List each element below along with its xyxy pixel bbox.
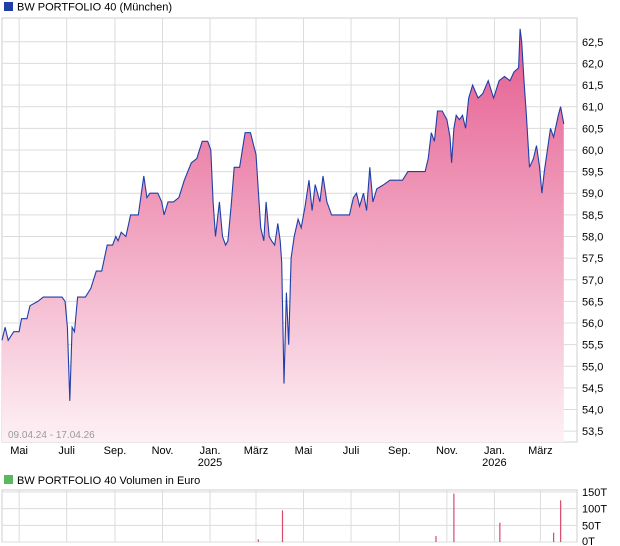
y-tick-label: 58,0 xyxy=(582,231,603,243)
x-tick-label: Nov. xyxy=(152,445,174,457)
y-tick-label: 59,5 xyxy=(582,167,603,179)
x-tick-label: Mai xyxy=(10,445,28,457)
volume-chart-title: BW PORTFOLIO 40 Volumen in Euro xyxy=(17,475,200,487)
y-tick-label: 55,0 xyxy=(582,361,603,373)
y-tick-label: 55,5 xyxy=(582,340,603,352)
date-range-label: 09.04.24 - 17.04.26 xyxy=(8,430,95,441)
price-panel: BW PORTFOLIO 40 (München) 62,5 62,0 61,5 61… xyxy=(1,2,603,469)
x-tick-label: Sep. xyxy=(104,445,127,457)
y-tick-label: 54,0 xyxy=(582,405,603,417)
x-tick-label: Juli xyxy=(343,445,360,457)
y-tick-label: 60,5 xyxy=(582,123,603,135)
x-tick-label: März xyxy=(244,445,268,457)
y-tick-label: 56,0 xyxy=(582,318,603,330)
volume-plot-frame xyxy=(1,489,578,543)
price-chart-title: BW PORTFOLIO 40 (München) xyxy=(17,2,172,14)
volume-grid-horizontal xyxy=(2,491,577,543)
x-tick-label: Jan. xyxy=(200,445,221,457)
price-series-line xyxy=(1,28,565,401)
volume-y-tick-label: 50T xyxy=(582,520,601,532)
volume-y-axis-ticks: 150T 100T 50T 0T xyxy=(582,487,607,546)
volume-y-tick-label: 0T xyxy=(582,536,595,546)
x-tick-label: Juli xyxy=(58,445,75,457)
y-tick-label: 57,0 xyxy=(582,275,603,287)
volume-panel: BW PORTFOLIO 40 Volumen in Euro 150T 100T… xyxy=(1,475,607,546)
y-tick-label: 62,0 xyxy=(582,58,603,70)
y-tick-label: 59,0 xyxy=(582,188,603,200)
y-tick-label: 58,5 xyxy=(582,210,603,222)
legend-swatch-price xyxy=(4,2,13,11)
y-tick-label: 53,5 xyxy=(582,426,603,438)
price-y-axis-ticks: 62,5 62,0 61,5 61,0 60,5 60,0 59,5 59,0 58,5 58,0… xyxy=(582,37,603,438)
volume-y-tick-label: 100T xyxy=(582,504,607,516)
y-tick-label: 61,0 xyxy=(582,102,603,114)
y-tick-label: 57,5 xyxy=(582,253,603,265)
volume-grid-vertical xyxy=(18,490,541,542)
legend-swatch-volume xyxy=(4,475,13,484)
y-tick-label: 56,5 xyxy=(582,296,603,308)
x-tick-label: Jan. xyxy=(484,445,505,457)
y-tick-label: 62,5 xyxy=(582,37,603,49)
x-tick-label: März xyxy=(528,445,552,457)
volume-y-tick-label: 150T xyxy=(582,487,607,499)
x-tick-year-label: 2025 xyxy=(198,457,222,469)
y-tick-label: 54,5 xyxy=(582,383,603,395)
x-tick-year-label: 2026 xyxy=(482,457,506,469)
y-tick-label: 60,0 xyxy=(582,145,603,157)
y-tick-label: 61,5 xyxy=(582,80,603,92)
x-tick-label: Sep. xyxy=(388,445,411,457)
volume-bars xyxy=(257,493,562,542)
price-area-fill xyxy=(2,28,564,443)
x-tick-label: Mai xyxy=(295,445,313,457)
x-tick-label: Nov. xyxy=(436,445,458,457)
